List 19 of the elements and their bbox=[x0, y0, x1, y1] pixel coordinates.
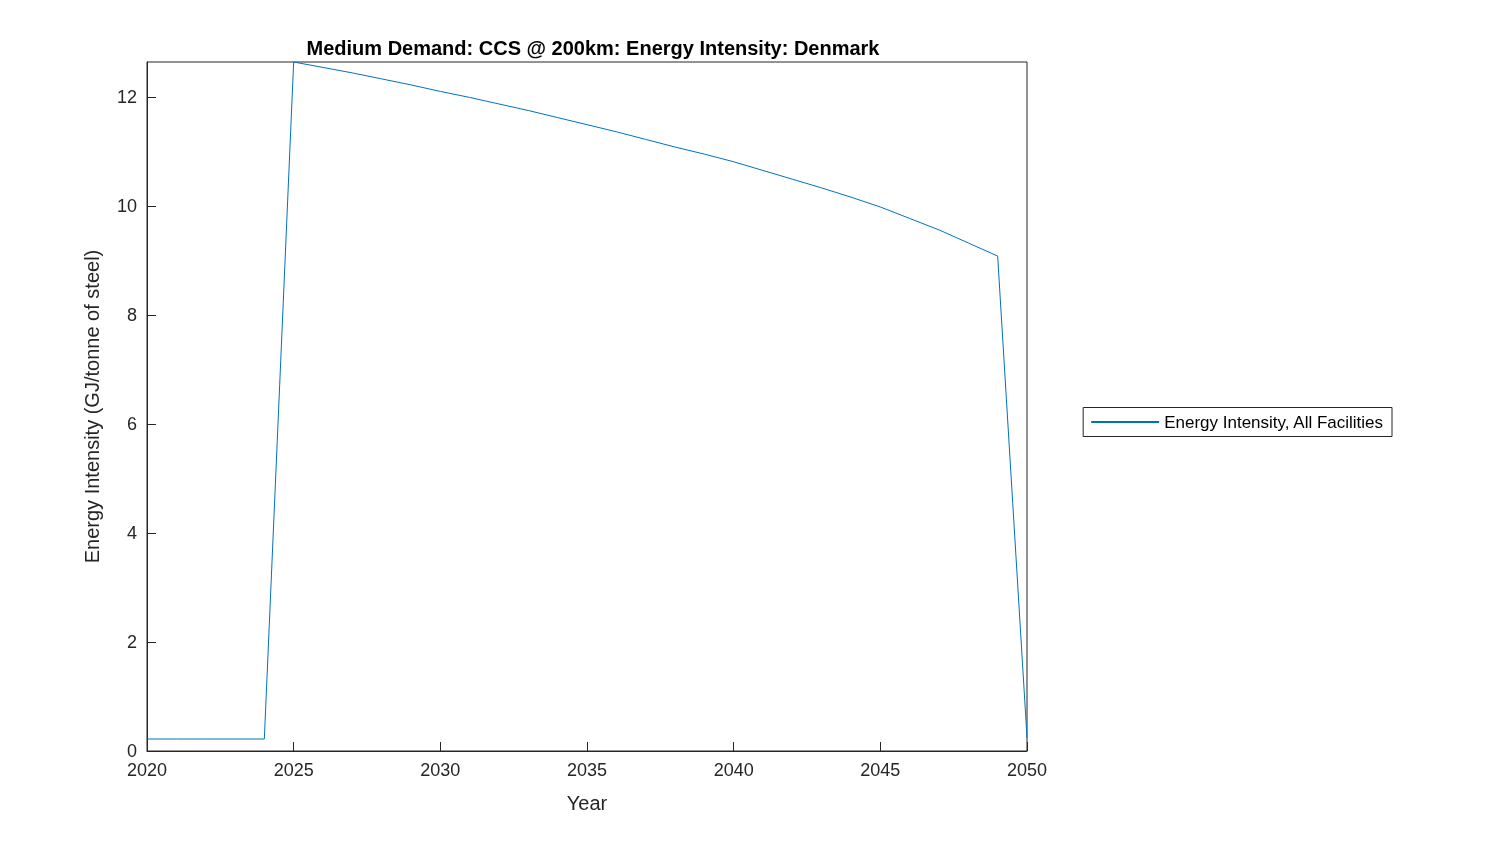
x-tick-label: 2025 bbox=[273, 760, 314, 780]
line-series bbox=[146, 61, 1028, 740]
x-tick-label: 2040 bbox=[713, 760, 754, 780]
y-tick-label: 12 bbox=[116, 86, 137, 107]
y-tick-label: 4 bbox=[126, 522, 137, 543]
chart-title: Medium Demand: CCS @ 200km: Energy Intensity: Denmark bbox=[306, 37, 881, 59]
y-axis-title: Energy Intensity (GJ/tonne of steel) bbox=[81, 249, 103, 564]
x-tick-label: 2045 bbox=[860, 760, 901, 780]
x-tick-label: 2050 bbox=[1006, 760, 1048, 780]
x-tick-label: 2030 bbox=[420, 760, 461, 780]
y-tick-label: 6 bbox=[126, 413, 137, 434]
y-tick-label: 8 bbox=[126, 304, 137, 325]
x-axis-title: Year bbox=[566, 792, 608, 814]
y-tick-label: 10 bbox=[116, 195, 137, 216]
legend-label: Energy Intensity, All Facilities bbox=[1164, 412, 1384, 432]
y-tick-label: 0 bbox=[126, 741, 137, 761]
x-tick-label: 2020 bbox=[126, 760, 168, 780]
y-tick-label: 2 bbox=[126, 631, 137, 652]
x-tick-label: 2035 bbox=[566, 760, 608, 780]
